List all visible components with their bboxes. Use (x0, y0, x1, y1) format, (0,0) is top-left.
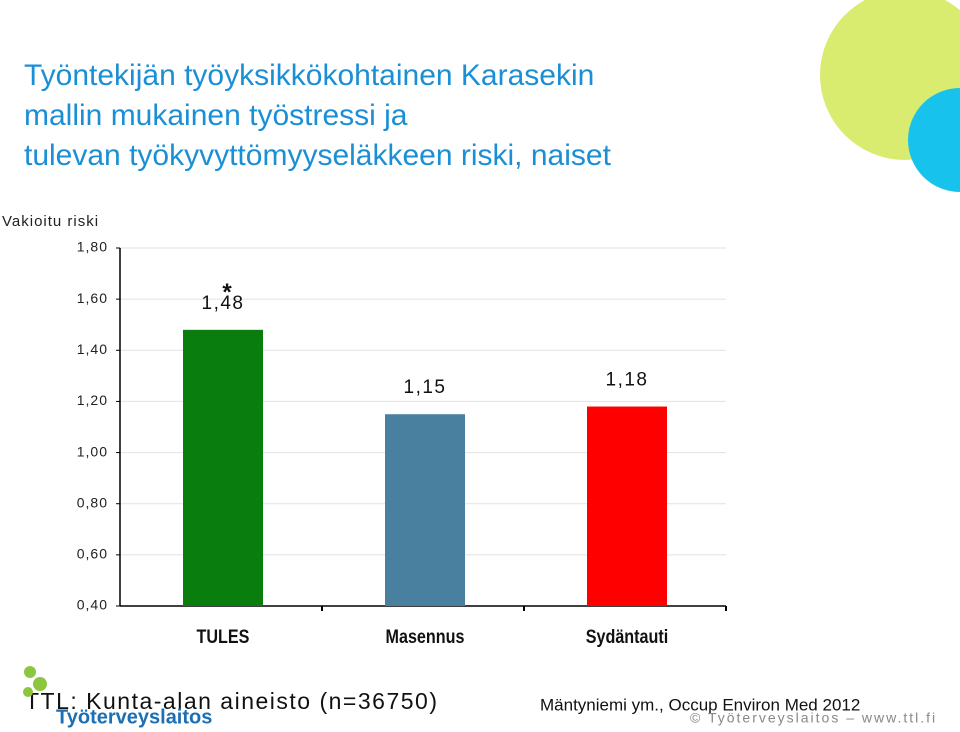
title-line: Työntekijän työyksikkökohtainen Karaseki… (24, 59, 612, 172)
logo-dot (23, 687, 33, 697)
value-label: 1,48 (202, 293, 245, 314)
value-label: 1,18 (606, 370, 649, 391)
logo-text: Työterveyslaitos (56, 706, 212, 728)
y-tick-label: 0,80 (77, 494, 108, 510)
value-label: 1,15 (404, 377, 447, 398)
y-tick-label: 1,00 (77, 443, 108, 459)
copyright: © Työterveyslaitos – www.ttl.fi (690, 710, 937, 726)
bar (587, 406, 667, 606)
reference: Mäntyniemi ym., Occup Environ Med 2012 (540, 695, 860, 714)
y-axis-label: Vakioitu riski (2, 213, 99, 230)
y-tick-label: 0,40 (77, 597, 108, 613)
decor-circle (908, 88, 960, 192)
y-tick-label: 1,80 (77, 239, 108, 255)
title-line: tulevan työkyvyttömyyseläkkeen riski, na… (24, 139, 612, 172)
y-tick-label: 0,60 (77, 546, 108, 562)
logo: Työterveyslaitos (23, 666, 212, 728)
source: TTL: Kunta-alan aineisto (n=36750) (25, 688, 438, 714)
annotation: * (222, 279, 232, 306)
title-line: Työntekijän työyksikkökohtainen Karaseki… (24, 59, 594, 92)
bar (183, 329, 263, 606)
x-tick-label: Sydäntauti (586, 626, 669, 648)
title-line: mallin mukainen työstressi ja (24, 99, 408, 132)
logo-dot (33, 677, 47, 691)
x-tick-label: TULES (197, 626, 250, 648)
x-tick-label: Masennus (386, 626, 465, 648)
y-tick-label: 1,40 (77, 341, 108, 357)
y-tick-label: 1,60 (77, 290, 108, 306)
logo-dot (24, 666, 36, 678)
bar (385, 414, 465, 606)
y-tick-label: 1,20 (77, 392, 108, 408)
